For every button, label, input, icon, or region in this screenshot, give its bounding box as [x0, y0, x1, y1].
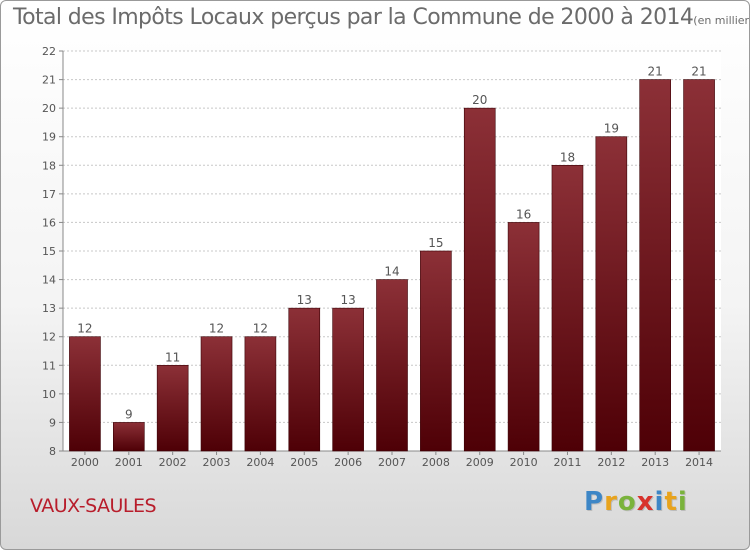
bar — [683, 79, 715, 452]
data-label: 16 — [516, 207, 531, 221]
x-tick-label: 2012 — [597, 456, 625, 469]
y-tick-label: 20 — [42, 102, 56, 115]
x-tick-label: 2001 — [115, 456, 143, 469]
logo-letter: i — [654, 487, 665, 517]
data-label: 13 — [297, 293, 312, 307]
bar — [376, 279, 408, 452]
logo-letter: r — [604, 487, 618, 517]
logo-letter: t — [664, 487, 678, 517]
bar — [113, 422, 145, 452]
bar — [200, 336, 233, 452]
data-label: 9 — [125, 407, 133, 421]
y-tick-label: 12 — [42, 331, 56, 344]
logo-letter: i — [677, 487, 688, 517]
bar — [507, 222, 540, 452]
bar — [156, 364, 189, 452]
commune-name: VAUX-SAULES — [30, 495, 157, 517]
bar — [69, 336, 101, 452]
x-tick-label: 2007 — [378, 456, 406, 469]
logo-letter: o — [617, 487, 637, 517]
data-label: 13 — [340, 293, 355, 307]
y-tick-label: 14 — [42, 274, 56, 287]
y-tick-label: 18 — [42, 159, 56, 172]
bar — [288, 307, 321, 452]
x-tick-label: 2003 — [203, 456, 231, 469]
proxiti-logo: Proxiti — [584, 487, 688, 517]
data-label: 12 — [253, 322, 268, 336]
y-tick-label: 10 — [42, 388, 56, 401]
bar — [639, 79, 672, 452]
y-tick-label: 11 — [42, 359, 56, 372]
data-label: 14 — [384, 265, 399, 279]
x-tick-label: 2005 — [290, 456, 318, 469]
logo-letter: P — [584, 487, 605, 517]
y-tick-label: 8 — [49, 445, 56, 458]
chart-title: Total des Impôts Locaux perçus par la Co… — [13, 5, 750, 30]
y-tick-label: 19 — [42, 131, 56, 144]
data-label: 15 — [428, 236, 443, 250]
data-label: 11 — [165, 350, 180, 364]
x-tick-label: 2013 — [641, 456, 669, 469]
data-label: 20 — [472, 93, 487, 107]
bar — [420, 250, 452, 452]
y-tick-label: 13 — [42, 302, 56, 315]
data-label: 21 — [648, 65, 663, 79]
chart-title-text: Total des Impôts Locaux perçus par la Co… — [13, 5, 694, 30]
data-label: 12 — [77, 322, 92, 336]
x-tick-label: 2006 — [334, 456, 362, 469]
x-tick-label: 2011 — [553, 456, 581, 469]
logo-letter: x — [636, 487, 655, 517]
x-tick-label: 2000 — [71, 456, 99, 469]
data-label: 21 — [691, 65, 706, 79]
bar — [463, 107, 496, 452]
x-tick-label: 2008 — [422, 456, 450, 469]
x-tick-label: 2009 — [466, 456, 494, 469]
x-tick-label: 2014 — [685, 456, 713, 469]
y-tick-label: 15 — [42, 245, 56, 258]
y-tick-label: 9 — [49, 416, 56, 429]
x-tick-label: 2010 — [510, 456, 538, 469]
bar — [332, 307, 364, 452]
x-tick-label: 2004 — [246, 456, 274, 469]
data-label: 12 — [209, 322, 224, 336]
y-tick-label: 22 — [42, 45, 56, 58]
y-tick-label: 17 — [42, 188, 56, 201]
x-tick-label: 2002 — [159, 456, 187, 469]
chart-subtitle: (en milliers d'€) — [693, 14, 750, 27]
data-label: 18 — [560, 150, 575, 164]
bar — [595, 136, 628, 452]
y-tick-label: 16 — [42, 216, 56, 229]
data-label: 19 — [604, 122, 619, 136]
y-tick-label: 21 — [42, 74, 56, 87]
bar — [244, 336, 277, 452]
bar — [551, 164, 584, 452]
